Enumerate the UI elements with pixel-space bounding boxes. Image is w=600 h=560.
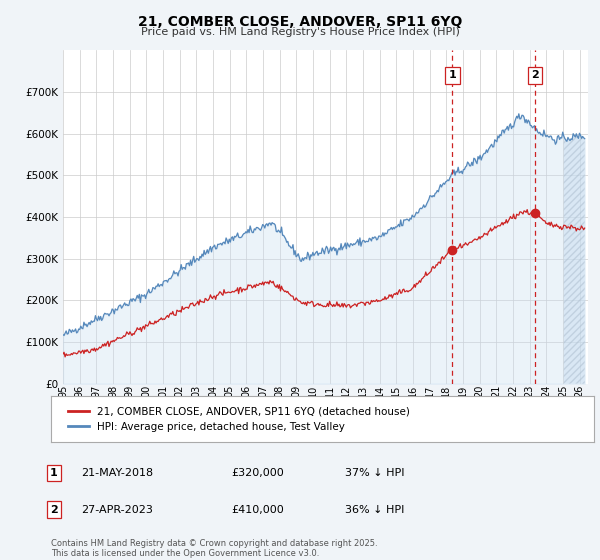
Text: 27-APR-2023: 27-APR-2023 — [81, 505, 153, 515]
Text: 37% ↓ HPI: 37% ↓ HPI — [345, 468, 404, 478]
Legend: 21, COMBER CLOSE, ANDOVER, SP11 6YQ (detached house), HPI: Average price, detach: 21, COMBER CLOSE, ANDOVER, SP11 6YQ (det… — [62, 400, 416, 438]
Text: 1: 1 — [449, 71, 457, 81]
Text: Price paid vs. HM Land Registry's House Price Index (HPI): Price paid vs. HM Land Registry's House … — [140, 27, 460, 37]
Text: 21-MAY-2018: 21-MAY-2018 — [81, 468, 153, 478]
Text: 2: 2 — [50, 505, 58, 515]
Text: 21, COMBER CLOSE, ANDOVER, SP11 6YQ: 21, COMBER CLOSE, ANDOVER, SP11 6YQ — [138, 15, 462, 29]
Text: £410,000: £410,000 — [231, 505, 284, 515]
Text: £320,000: £320,000 — [231, 468, 284, 478]
Text: 2: 2 — [531, 71, 539, 81]
Text: 36% ↓ HPI: 36% ↓ HPI — [345, 505, 404, 515]
Text: Contains HM Land Registry data © Crown copyright and database right 2025.
This d: Contains HM Land Registry data © Crown c… — [51, 539, 377, 558]
Text: 1: 1 — [50, 468, 58, 478]
